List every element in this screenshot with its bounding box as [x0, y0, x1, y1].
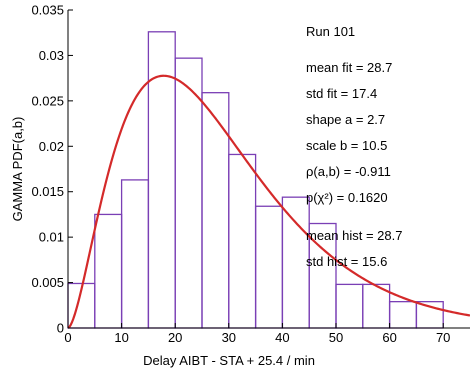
y-tick-label: 0.025: [31, 93, 64, 108]
x-tick-label: 0: [64, 330, 71, 345]
annotation-text: std fit = 17.4: [306, 86, 377, 101]
statistics-annotations: Run 101 mean fit = 28.7 std fit = 17.4 shap…: [306, 24, 402, 269]
gamma-fit-curve: [67, 74, 470, 329]
y-tick-label: 0.035: [31, 3, 64, 18]
x-tick-label: 30: [222, 330, 236, 345]
plot-area: [68, 10, 470, 328]
y-tick-label: 0.005: [31, 275, 64, 290]
annotation-text: mean fit = 28.7: [306, 60, 392, 75]
y-axis-label: GAMMA PDF(a,b): [10, 117, 25, 222]
x-tick-label: 60: [382, 330, 396, 345]
x-axis-ticks: 0 10 20 30 40 50 60 70: [64, 323, 450, 345]
y-tick-label: 0.02: [39, 139, 64, 154]
annotation-text: shape a = 2.7: [306, 112, 385, 127]
annotation-text: Run 101: [306, 24, 355, 39]
x-tick-label: 70: [436, 330, 450, 345]
axes: [67, 10, 470, 329]
y-axis-ticks: 0 0.005 0.01 0.015 0.02 0.025 0.03 0.035: [31, 3, 73, 336]
y-tick-label: 0: [57, 321, 64, 336]
y-tick-label: 0.01: [39, 230, 64, 245]
y-tick-label: 0.03: [39, 48, 64, 63]
x-axis-label: Delay AIBT - STA + 25.4 / min: [143, 353, 315, 368]
y-tick-label: 0.015: [31, 184, 64, 199]
annotation-text: std hist = 15.6: [306, 254, 387, 269]
x-tick-label: 50: [329, 330, 343, 345]
annotation-text: p(χ²) = 0.1620: [306, 190, 388, 205]
x-tick-label: 10: [114, 330, 128, 345]
x-tick-label: 20: [168, 330, 182, 345]
annotation-text: ρ(a,b) = -0.911: [306, 164, 391, 179]
x-tick-label: 40: [275, 330, 289, 345]
annotation-text: mean hist = 28.7: [306, 228, 402, 243]
annotation-text: scale b = 10.5: [306, 138, 387, 153]
